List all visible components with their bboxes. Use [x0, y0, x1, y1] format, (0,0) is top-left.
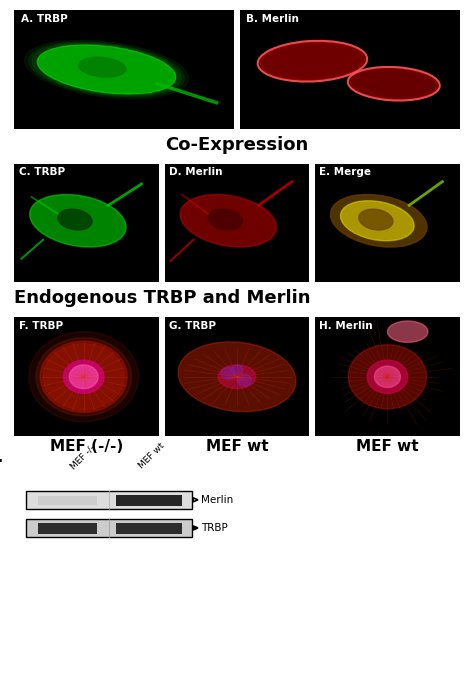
Text: F. TRBP: F. TRBP	[18, 321, 63, 331]
Bar	[116, 496, 182, 506]
Text: MEF wt: MEF wt	[206, 439, 268, 454]
Ellipse shape	[260, 42, 365, 81]
Ellipse shape	[25, 41, 189, 98]
Circle shape	[221, 367, 236, 379]
Ellipse shape	[58, 209, 92, 230]
Circle shape	[348, 344, 427, 409]
Circle shape	[231, 365, 243, 374]
Ellipse shape	[37, 45, 176, 94]
Ellipse shape	[30, 195, 126, 247]
Polygon shape	[193, 526, 198, 530]
Circle shape	[237, 374, 252, 386]
Ellipse shape	[79, 57, 126, 77]
Ellipse shape	[32, 43, 181, 96]
Ellipse shape	[340, 201, 414, 241]
Bar	[38, 523, 97, 534]
Ellipse shape	[387, 321, 428, 342]
Text: A. TRBP: A. TRBP	[21, 14, 68, 24]
Text: E. Merge: E. Merge	[319, 167, 372, 178]
Text: H. Merlin: H. Merlin	[319, 321, 373, 331]
Bar	[26, 519, 192, 537]
Ellipse shape	[218, 365, 256, 388]
Ellipse shape	[178, 342, 296, 412]
Circle shape	[367, 360, 408, 393]
Text: TRBP: TRBP	[201, 523, 228, 533]
Bar	[116, 523, 182, 534]
Ellipse shape	[350, 68, 438, 100]
Ellipse shape	[359, 209, 393, 230]
Bar	[38, 496, 97, 505]
Text: Co-Expression: Co-Expression	[165, 136, 309, 154]
Ellipse shape	[330, 195, 427, 247]
Ellipse shape	[209, 209, 243, 230]
Text: C. TRBP: C. TRBP	[18, 167, 64, 178]
Ellipse shape	[180, 195, 276, 247]
Circle shape	[36, 338, 131, 416]
Circle shape	[64, 360, 104, 393]
Bar	[26, 491, 192, 509]
Text: MEF wt: MEF wt	[137, 441, 167, 471]
Circle shape	[29, 332, 139, 422]
Circle shape	[40, 341, 127, 412]
Text: Merlin: Merlin	[201, 495, 234, 505]
Circle shape	[374, 366, 401, 387]
Ellipse shape	[330, 195, 427, 247]
Circle shape	[69, 365, 98, 388]
Text: MEF (-/-): MEF (-/-)	[50, 439, 123, 454]
Ellipse shape	[29, 42, 184, 97]
Text: B. Merlin: B. Merlin	[246, 14, 299, 24]
Text: Endogenous TRBP and Merlin: Endogenous TRBP and Merlin	[14, 290, 311, 307]
Text: MEF -/-: MEF -/-	[69, 443, 97, 471]
Text: D. Merlin: D. Merlin	[169, 167, 222, 178]
Text: G. TRBP: G. TRBP	[169, 321, 216, 331]
Text: I.: I.	[0, 450, 4, 464]
Circle shape	[43, 344, 124, 410]
Text: MEF wt: MEF wt	[356, 439, 419, 454]
